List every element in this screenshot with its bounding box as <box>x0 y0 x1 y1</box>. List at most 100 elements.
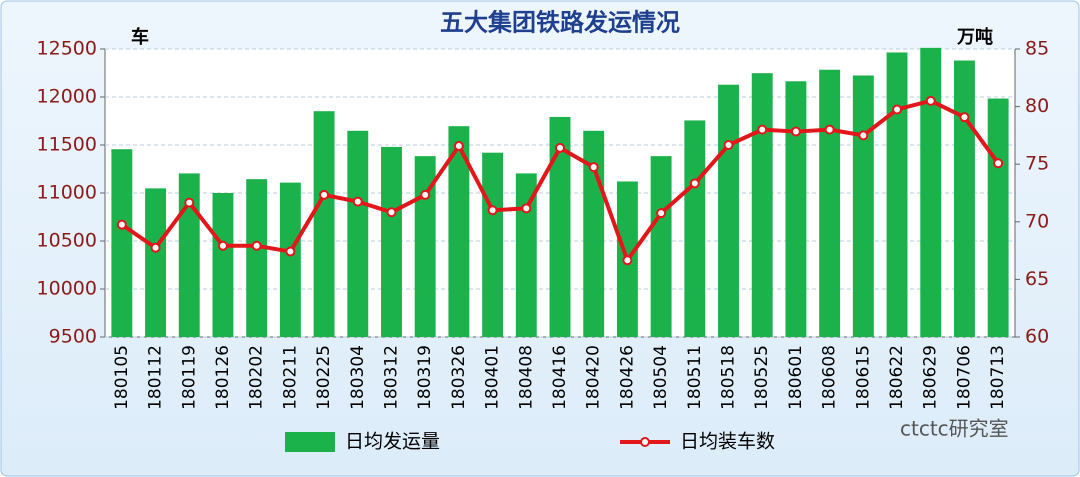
bar <box>482 152 504 337</box>
y2-tick-label: 60 <box>1025 326 1049 348</box>
y2-tick-label: 75 <box>1025 153 1049 175</box>
legend-label: 日均装车数 <box>680 431 775 453</box>
x-tick-label: 180312 <box>381 345 401 410</box>
y-tick-label: 9500 <box>49 326 97 348</box>
y2-tick-label: 80 <box>1025 95 1049 117</box>
line-marker <box>858 130 869 141</box>
bar <box>279 182 301 337</box>
bar <box>650 156 672 337</box>
x-tick-label: 180105 <box>112 345 132 410</box>
line-marker <box>622 255 633 266</box>
legend-swatch <box>640 437 650 447</box>
bar <box>448 126 470 338</box>
x-tick-label: 180504 <box>651 345 671 410</box>
y2-tick-label: 65 <box>1025 268 1049 290</box>
x-tick-label: 180601 <box>786 345 806 410</box>
x-tick-label: 180119 <box>179 345 199 410</box>
x-tick-label: 180629 <box>921 345 941 410</box>
line-marker <box>319 189 330 200</box>
x-tick-label: 180525 <box>752 345 772 410</box>
bar <box>111 149 133 337</box>
bar <box>347 130 369 337</box>
x-tick-label: 180202 <box>247 345 267 410</box>
x-tick-label: 180426 <box>617 345 637 410</box>
x-tick-label: 180713 <box>988 345 1008 410</box>
legend-swatch <box>285 432 335 452</box>
x-tick-label: 180401 <box>483 345 503 410</box>
x-tick-label: 180304 <box>348 345 368 410</box>
y-tick-label: 10000 <box>37 278 97 300</box>
y2-tick-label: 70 <box>1025 210 1049 232</box>
line-marker <box>487 205 498 216</box>
line-marker <box>925 95 936 106</box>
line-marker <box>892 104 903 115</box>
line-marker <box>959 112 970 123</box>
line-marker <box>352 196 363 207</box>
chart-title: 五大集团铁路发运情况 <box>440 8 680 37</box>
line-marker <box>993 158 1004 169</box>
bar <box>852 75 874 337</box>
line-marker <box>521 203 532 214</box>
x-tick-label: 180518 <box>719 345 739 410</box>
line-marker <box>453 140 464 151</box>
y2-tick-label: 85 <box>1025 38 1049 60</box>
bar <box>145 188 167 337</box>
x-tick-label: 180326 <box>449 345 469 410</box>
bar <box>953 60 975 338</box>
x-tick-label: 180126 <box>213 345 233 410</box>
x-tick-label: 180622 <box>887 345 907 410</box>
watermark: ctctc研究室 <box>900 417 1009 441</box>
line-marker <box>150 242 161 253</box>
x-tick-label: 180112 <box>146 345 166 410</box>
bar <box>718 84 739 337</box>
y-tick-label: 12000 <box>37 86 97 108</box>
y-tick-label: 10500 <box>37 230 97 252</box>
x-tick-label: 180615 <box>853 345 873 410</box>
bar <box>684 120 706 337</box>
bar <box>313 111 335 337</box>
bar <box>212 193 234 337</box>
x-tick-label: 180706 <box>954 345 974 410</box>
line-marker <box>824 124 835 135</box>
bar <box>549 116 571 337</box>
line-marker <box>723 140 734 150</box>
x-tick-label: 180225 <box>314 345 334 410</box>
y-tick-label: 11500 <box>37 134 97 156</box>
x-tick-label: 180416 <box>550 345 570 410</box>
line-marker <box>757 124 768 135</box>
line-marker <box>217 240 228 251</box>
line-marker <box>285 246 296 257</box>
line-marker <box>555 142 565 153</box>
bar <box>987 98 1009 337</box>
bar <box>819 69 841 338</box>
line-marker <box>386 207 397 218</box>
x-tick-label: 180211 <box>280 345 300 410</box>
line-marker <box>116 219 127 230</box>
line-marker <box>251 240 262 251</box>
y2-axis-label: 万吨 <box>956 26 993 48</box>
bar <box>414 156 436 337</box>
y-axis-label: 车 <box>131 26 149 48</box>
bar <box>886 52 908 338</box>
bar <box>381 146 402 337</box>
legend-label: 日均发运量 <box>345 431 440 453</box>
bar <box>515 173 537 337</box>
x-tick-label: 180608 <box>820 345 840 410</box>
line-marker <box>420 189 431 200</box>
y-tick-label: 11000 <box>37 182 97 204</box>
x-tick-label: 180511 <box>685 345 705 410</box>
bar <box>178 173 200 337</box>
x-tick-label: 180319 <box>415 345 435 410</box>
line-marker <box>184 197 195 208</box>
bar <box>785 81 807 337</box>
bar <box>751 73 773 337</box>
line-marker <box>588 162 599 173</box>
bar <box>246 179 268 337</box>
y-tick-label: 12500 <box>37 38 97 60</box>
line-marker <box>689 178 700 189</box>
x-tick-label: 180408 <box>516 345 536 410</box>
line-marker <box>790 126 801 137</box>
line-marker <box>656 208 667 219</box>
